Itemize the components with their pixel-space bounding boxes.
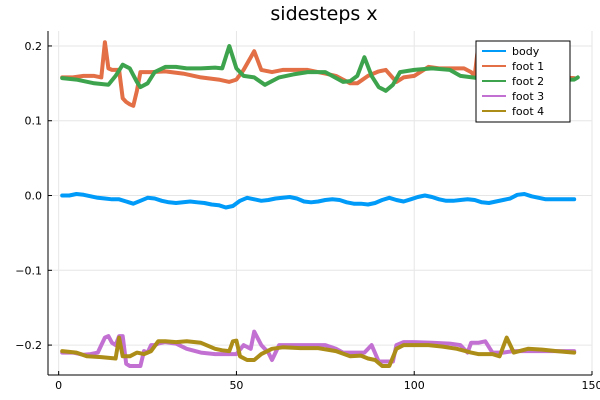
series-line-body: [60, 192, 577, 210]
x-tick-label: 100: [404, 379, 425, 392]
legend-label: foot 3: [512, 90, 544, 103]
y-tick-label: −0.1: [15, 264, 42, 277]
legend-label: foot 2: [512, 75, 544, 88]
y-tick-label: 0.1: [25, 115, 43, 128]
x-tick-label: 50: [229, 379, 243, 392]
x-tick-label: 150: [582, 379, 600, 392]
y-tick-label: 0.0: [25, 190, 43, 203]
y-axis-ticks: −0.2 −0.1 0.0 0.1 0.2: [15, 40, 52, 352]
legend-label: body: [512, 45, 540, 58]
legend: body foot 1 foot 2 foot 3 foot 4: [475, 40, 571, 123]
chart-title: sidesteps x: [270, 3, 377, 25]
legend-label: foot 1: [512, 60, 544, 73]
x-tick-label: 0: [55, 379, 62, 392]
legend-label: foot 4: [512, 105, 544, 118]
y-tick-label: 0.2: [25, 40, 43, 53]
x-axis-ticks: 0 50 100 150: [55, 371, 600, 392]
y-tick-label: −0.2: [15, 339, 42, 352]
axes: [47, 31, 592, 376]
series-line-foot-4: [60, 335, 577, 368]
